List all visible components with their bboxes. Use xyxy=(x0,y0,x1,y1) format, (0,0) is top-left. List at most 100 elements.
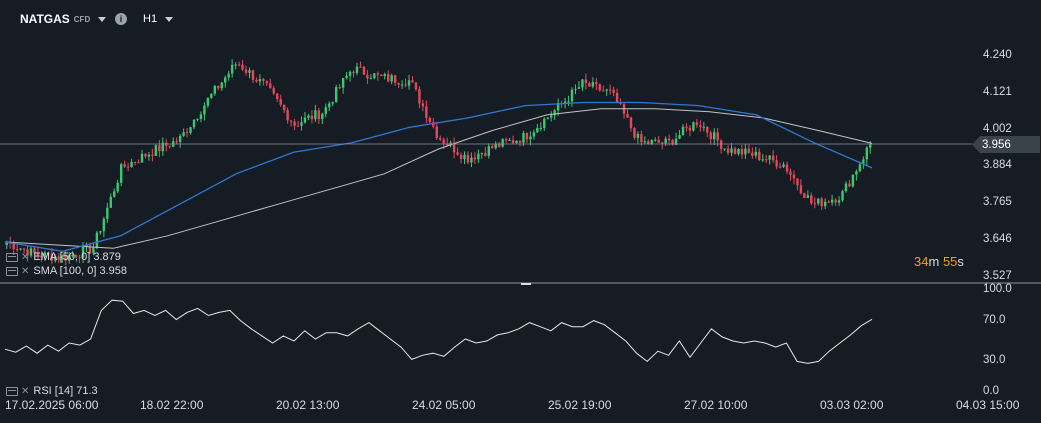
time-tick-label: 04.03 15:00 xyxy=(956,398,1020,412)
candle-body xyxy=(106,207,109,219)
candle-body xyxy=(459,154,463,159)
candle-body xyxy=(574,88,577,90)
candle-body xyxy=(279,99,282,105)
candle-body xyxy=(54,256,57,261)
candle-body xyxy=(113,191,116,197)
candle-body xyxy=(494,143,497,149)
candle-body xyxy=(411,80,414,83)
candle-body xyxy=(289,120,293,122)
candle-body xyxy=(262,79,265,82)
time-tick-label: 03.03 02:00 xyxy=(820,398,884,412)
time-tick-label: 18.02 22:00 xyxy=(140,398,204,412)
candle-body xyxy=(511,140,515,143)
candle-body xyxy=(497,143,501,147)
candle-body xyxy=(681,126,685,136)
candle-body xyxy=(355,66,359,73)
candle-body xyxy=(397,82,400,85)
timeframe-selector[interactable]: H1 xyxy=(143,8,174,30)
candle-body xyxy=(428,117,432,123)
candle-body xyxy=(71,254,74,256)
candle-body xyxy=(43,252,47,258)
candle-body xyxy=(196,118,199,120)
candle-body xyxy=(64,255,67,261)
ema-legend[interactable]: ✕ EMA [50, 0] 3.879 xyxy=(6,251,121,263)
bar-countdown: 34m 55s xyxy=(914,254,964,269)
ema-label: EMA [50, 0] xyxy=(33,251,91,263)
sma-legend[interactable]: ✕ SMA [100, 0] 3.958 xyxy=(6,265,127,277)
candle-body xyxy=(550,115,553,118)
candle-body xyxy=(536,127,539,133)
candle-body xyxy=(258,79,262,82)
symbol-selector[interactable]: NATGAS CFD xyxy=(20,8,107,30)
countdown-seconds-unit: s xyxy=(957,254,964,269)
candle-body xyxy=(158,145,161,152)
close-icon[interactable]: ✕ xyxy=(21,265,30,277)
rsi-legend[interactable]: ✕ RSI [14] 71.3 xyxy=(6,385,98,397)
candle-body xyxy=(241,64,244,70)
candle-body xyxy=(407,80,411,86)
settings-icon[interactable] xyxy=(6,386,18,396)
candle-body xyxy=(432,122,435,127)
candle-body xyxy=(244,69,248,73)
candle-body xyxy=(841,191,844,201)
candle-body xyxy=(192,119,196,128)
timeframe-dropdown-icon[interactable] xyxy=(165,16,174,22)
candle-body xyxy=(296,125,300,127)
candle-body xyxy=(324,107,327,114)
candle-body xyxy=(740,148,744,155)
candle-body xyxy=(95,232,99,248)
info-icon[interactable]: i xyxy=(115,13,127,25)
rsi-tick-label: 30.0 xyxy=(983,354,1006,367)
candle-body xyxy=(50,254,54,261)
candle-body xyxy=(116,182,119,192)
pane-resize-handle[interactable] xyxy=(521,283,531,285)
candle-body xyxy=(556,103,560,111)
candles-layer xyxy=(5,59,872,266)
candle-body xyxy=(733,148,737,154)
candle-body xyxy=(810,195,813,204)
candle-body xyxy=(529,136,532,140)
candle-body xyxy=(328,103,331,108)
candle-body xyxy=(126,166,130,168)
candle-body xyxy=(827,201,830,203)
candle-body xyxy=(726,148,730,153)
candle-body xyxy=(206,97,210,106)
candle-body xyxy=(85,245,88,247)
candle-body xyxy=(834,199,837,203)
candle-body xyxy=(418,89,421,104)
candle-body xyxy=(12,242,15,250)
candle-body xyxy=(109,196,112,208)
close-icon[interactable]: ✕ xyxy=(21,251,30,263)
close-icon[interactable]: ✕ xyxy=(21,385,30,397)
candle-body xyxy=(147,154,151,157)
settings-icon[interactable] xyxy=(6,266,18,276)
price-tick-label: 3.646 xyxy=(983,233,1012,246)
candle-body xyxy=(581,79,584,88)
candle-body xyxy=(92,247,95,254)
candle-body xyxy=(584,79,588,84)
candle-body xyxy=(563,101,567,104)
candle-body xyxy=(491,146,494,149)
candle-body xyxy=(380,74,383,76)
candle-body xyxy=(522,132,525,143)
candle-body xyxy=(591,82,595,87)
candle-body xyxy=(699,125,702,128)
settings-icon[interactable] xyxy=(6,252,18,262)
candle-body xyxy=(654,139,657,141)
candle-body xyxy=(851,174,855,187)
candle-body xyxy=(74,254,78,258)
rsi-value: 71.3 xyxy=(76,385,98,397)
candle-body xyxy=(310,115,314,120)
symbol-dropdown-icon[interactable] xyxy=(98,16,107,22)
candle-body xyxy=(19,248,22,250)
candle-body xyxy=(393,75,397,83)
candle-body xyxy=(813,203,816,205)
candle-body xyxy=(730,148,733,153)
candle-body xyxy=(383,74,386,76)
candle-body xyxy=(792,174,796,179)
candle-body xyxy=(234,64,237,66)
candle-body xyxy=(685,126,688,128)
candle-body xyxy=(321,113,324,120)
candle-body xyxy=(220,82,223,89)
